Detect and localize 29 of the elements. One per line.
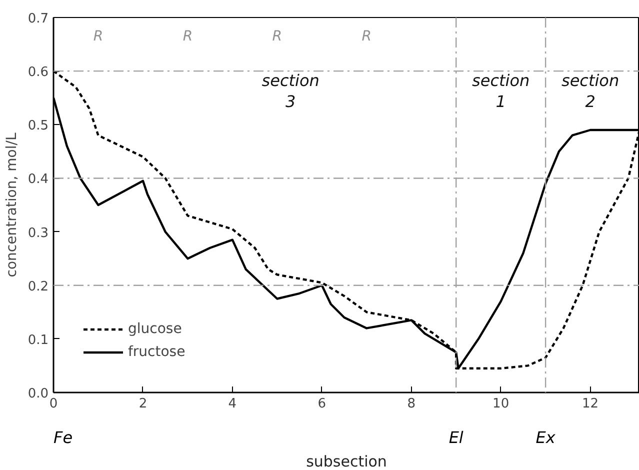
annotation: R — [93, 28, 104, 44]
y-tick-label: 0.7 — [28, 12, 49, 26]
x-tick-label: 0 — [49, 396, 58, 412]
annotation: section 1 — [472, 71, 530, 111]
text: Fe — [54, 428, 73, 447]
text: El — [448, 428, 464, 447]
y-tick-label: 0.0 — [28, 386, 49, 402]
x-tick-label: 12 — [582, 396, 599, 412]
x-tick-label: 6 — [318, 396, 326, 412]
x-tick-label: 8 — [407, 396, 416, 412]
x-axis-title: subsection — [306, 452, 387, 470]
y-tick-label: 0.3 — [28, 226, 49, 241]
annotation: section 2 — [561, 71, 620, 111]
legend-label: glucose — [128, 321, 182, 337]
annotation: R — [182, 28, 193, 44]
annotation: section 3 — [262, 71, 320, 111]
y-tick-label: 0.1 — [28, 332, 49, 348]
x-tick-label: 2 — [138, 396, 148, 412]
y-axis-title: concentration, mol/L — [4, 132, 20, 278]
annotation: R — [362, 28, 372, 44]
annotation: R — [272, 28, 282, 44]
legend-label: fructose — [128, 344, 186, 360]
y-tick-label: 0.5 — [28, 118, 49, 134]
text: Ex — [536, 428, 556, 447]
y-tick-label: 0.2 — [28, 279, 49, 294]
y-tick-label: 0.6 — [28, 65, 49, 80]
x-tick-label: 4 — [228, 396, 237, 412]
x-tick-label: 10 — [492, 396, 510, 412]
y-tick-label: 0.4 — [28, 172, 49, 188]
